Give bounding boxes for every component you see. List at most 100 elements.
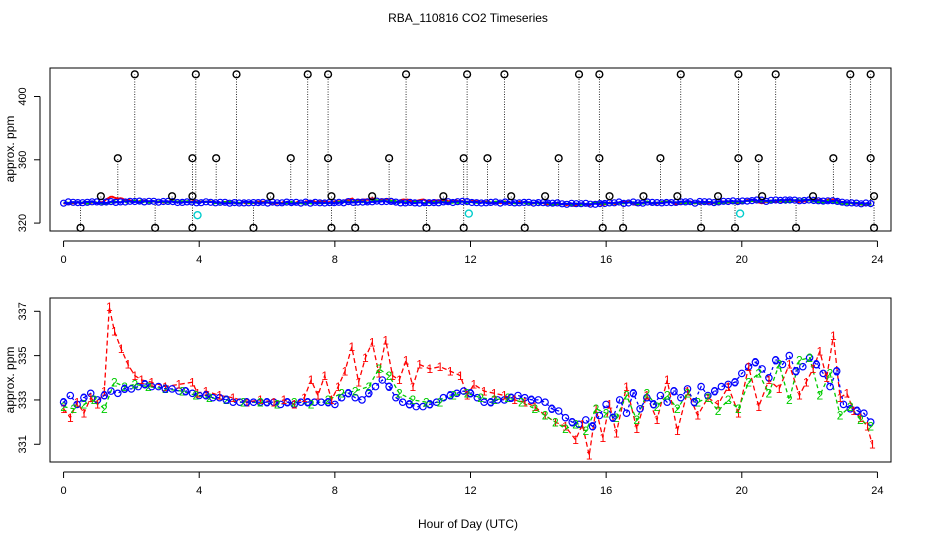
outlier-point bbox=[605, 192, 614, 201]
series-1-label: 1 bbox=[148, 375, 155, 389]
series-3-point bbox=[83, 198, 91, 206]
series-3-point bbox=[349, 198, 357, 206]
series-3-circle bbox=[568, 418, 577, 426]
series-1-label: 1 bbox=[725, 380, 732, 394]
series-3-label: 3 bbox=[752, 356, 759, 370]
series-1-label: 1 bbox=[203, 384, 210, 398]
top-y-tick-label: 360 bbox=[17, 151, 29, 169]
series-3-label: 3 bbox=[650, 398, 657, 412]
series-3-point bbox=[577, 200, 585, 208]
series-3-circle bbox=[466, 389, 475, 398]
series-3-point bbox=[795, 197, 804, 205]
series-3-circle bbox=[541, 398, 549, 407]
series-3-point bbox=[221, 198, 229, 206]
series-2-label: 2 bbox=[562, 422, 569, 436]
series-3-point bbox=[226, 199, 234, 207]
top-y-tick-label: 320 bbox=[17, 214, 29, 232]
outlier-point bbox=[249, 223, 258, 232]
series-3-label: 3 bbox=[447, 389, 454, 403]
series-3-circle bbox=[473, 393, 482, 402]
series-3-point bbox=[64, 198, 72, 206]
series-2-label: 2 bbox=[735, 402, 742, 416]
series-1-label: 1 bbox=[403, 353, 410, 367]
outlier-point bbox=[130, 70, 139, 79]
series-3-circle bbox=[337, 393, 346, 402]
series-3-point bbox=[492, 198, 500, 206]
series-3-circle bbox=[114, 389, 122, 398]
series-2-label: 2 bbox=[60, 400, 67, 414]
outlier-point bbox=[327, 223, 336, 232]
series-3-point bbox=[116, 198, 125, 206]
outlier-point bbox=[595, 70, 604, 79]
bottom-y-tick-label: 333 bbox=[17, 391, 29, 409]
series-3-label: 3 bbox=[487, 395, 494, 409]
series-1-label: 1 bbox=[684, 384, 691, 398]
series-2-label: 2 bbox=[223, 393, 230, 407]
chart-title: RBA_110816 CO2 Timeseries bbox=[388, 11, 548, 25]
series-3-point bbox=[743, 197, 751, 205]
series-3-point bbox=[131, 197, 139, 206]
series-2-label: 2 bbox=[325, 393, 332, 407]
series-3-circle bbox=[636, 404, 644, 413]
outlier-point bbox=[385, 154, 394, 163]
series-1-label: 1 bbox=[623, 380, 630, 394]
series-3-point bbox=[705, 198, 713, 206]
outlier-point bbox=[188, 154, 197, 163]
series-3-point bbox=[135, 197, 144, 205]
series-3-label: 3 bbox=[528, 393, 535, 407]
outlier-point bbox=[574, 70, 584, 79]
outlier-point bbox=[463, 70, 472, 79]
series-1-label: 1 bbox=[705, 391, 712, 405]
series-3-label: 3 bbox=[630, 387, 637, 401]
series-3-circle bbox=[798, 362, 807, 371]
series-2-label: 2 bbox=[274, 398, 281, 412]
series-1-label: 1 bbox=[633, 422, 640, 436]
series-3-circle bbox=[486, 398, 495, 407]
series-3-label: 3 bbox=[345, 387, 352, 401]
series-3-point bbox=[677, 198, 685, 206]
series-3-circle bbox=[826, 382, 834, 391]
series-3-circle bbox=[344, 389, 353, 398]
series-3-label: 3 bbox=[732, 375, 739, 389]
series-3-circle bbox=[398, 398, 407, 407]
outlier-point bbox=[713, 192, 723, 201]
series-3-point bbox=[363, 198, 371, 206]
series-1-label: 1 bbox=[281, 393, 288, 407]
outlier-point bbox=[866, 154, 875, 163]
series-2-label: 2 bbox=[81, 398, 88, 412]
series-3-circle bbox=[351, 393, 360, 402]
series-3-point bbox=[192, 199, 201, 207]
series-3-point bbox=[458, 197, 466, 205]
series-3-point bbox=[548, 199, 557, 207]
series-3-point bbox=[344, 198, 352, 206]
series-3-circle bbox=[290, 400, 299, 409]
series-3-circle bbox=[683, 385, 692, 393]
series-3-point bbox=[525, 198, 533, 206]
series-1-label: 1 bbox=[106, 300, 113, 314]
series-3-point bbox=[259, 198, 267, 206]
outlier-point bbox=[286, 154, 295, 163]
series-1-label: 1 bbox=[803, 375, 810, 389]
series-1-label: 1 bbox=[410, 380, 417, 394]
series-3-point bbox=[824, 197, 832, 205]
series-3-point bbox=[829, 197, 837, 205]
series-2-label: 2 bbox=[464, 387, 471, 401]
series-3-point bbox=[696, 197, 704, 206]
series-1-label: 1 bbox=[464, 389, 471, 403]
series-2-label: 2 bbox=[291, 395, 298, 409]
outlier-point bbox=[639, 192, 648, 201]
outlier-point bbox=[212, 154, 221, 163]
series-1-label: 1 bbox=[511, 393, 518, 407]
series-3-point bbox=[563, 200, 571, 208]
series-2-label: 2 bbox=[162, 382, 169, 396]
series-1-label: 1 bbox=[60, 402, 67, 416]
series-3-circle bbox=[392, 393, 400, 402]
series-3-point bbox=[145, 197, 153, 205]
outlier-point bbox=[351, 223, 360, 232]
series-3-circle bbox=[80, 393, 88, 402]
series-3-circle bbox=[710, 387, 719, 395]
series-3-circle bbox=[765, 373, 773, 382]
series-3-circle bbox=[554, 407, 563, 415]
bottom-y-tick-label: 331 bbox=[17, 435, 29, 453]
